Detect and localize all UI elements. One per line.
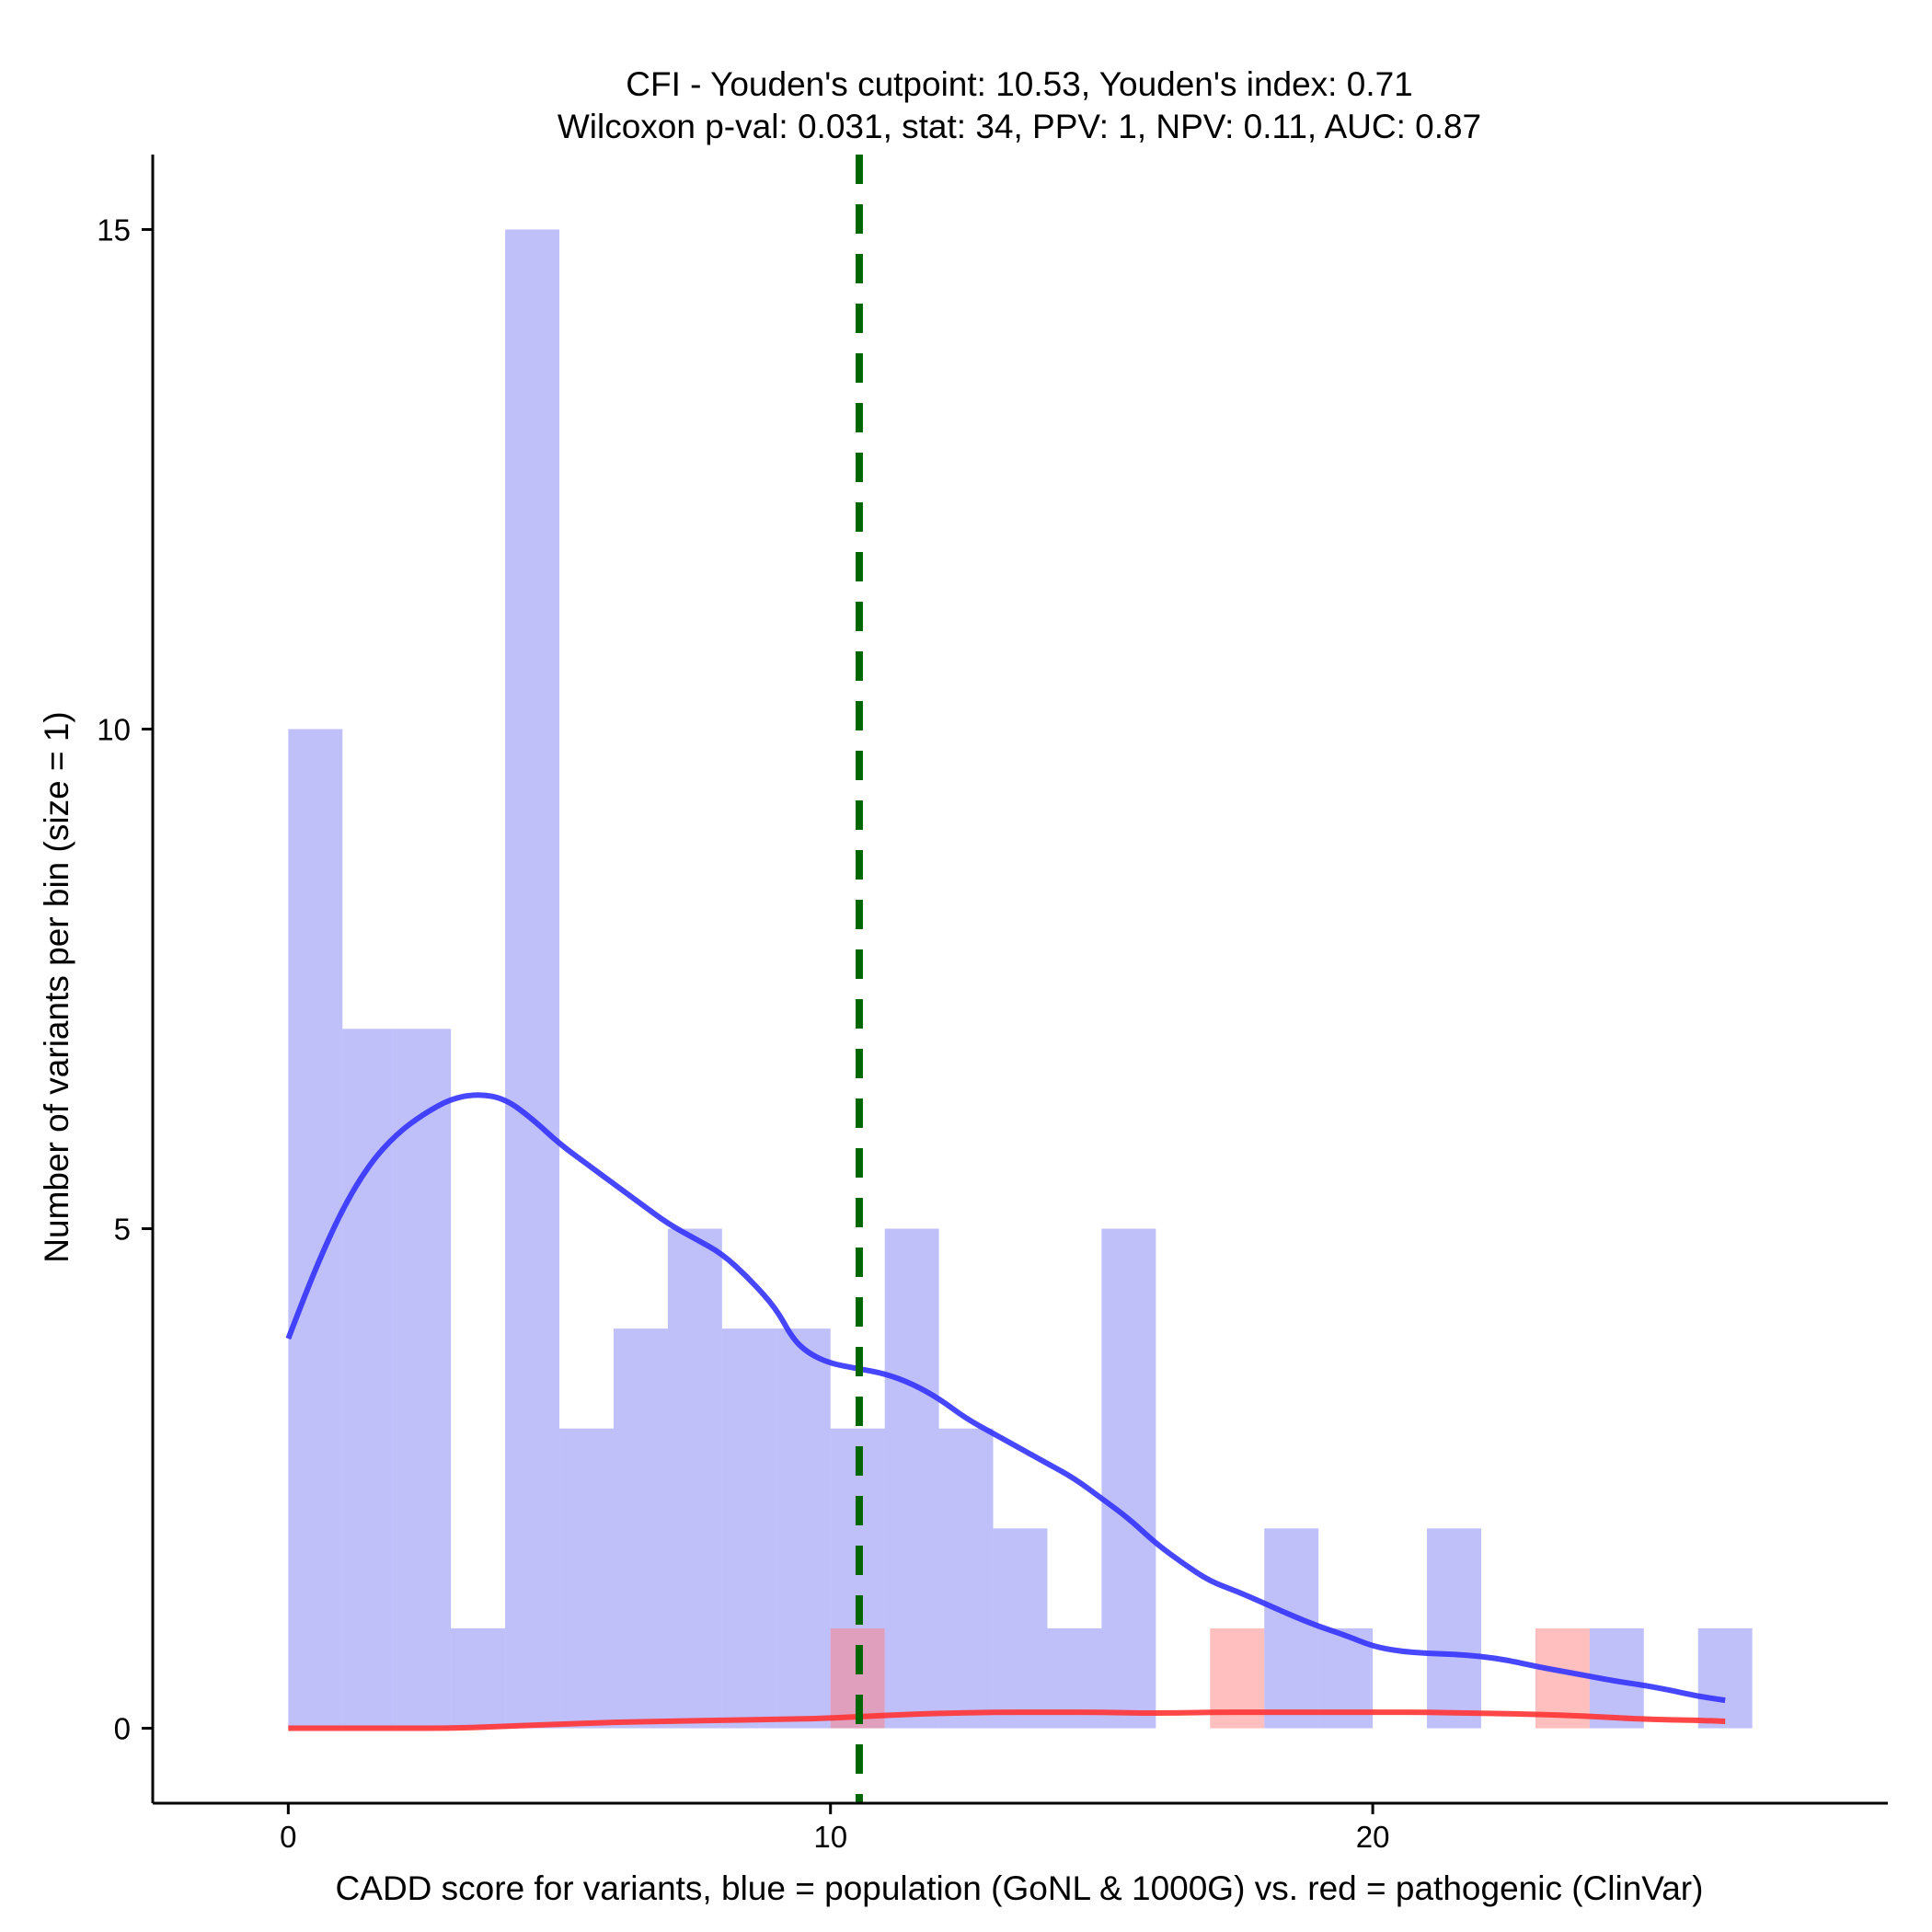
y-axis-label: Number of variants per bin (size = 1) (38, 711, 75, 1262)
x-tick-label: 10 (813, 1820, 847, 1854)
plot-area (285, 155, 1753, 1803)
population-bar (1697, 1627, 1753, 1729)
x-axis-ticks: 0 10 20 (280, 1803, 1389, 1854)
population-density-line (285, 1092, 1726, 1704)
y-tick-label: 10 (97, 712, 131, 746)
y-tick-label: 5 (114, 1213, 131, 1247)
population-bar (1101, 1228, 1156, 1729)
population-bar (342, 1029, 397, 1729)
population-bar (397, 1029, 452, 1729)
population-bar (1264, 1528, 1319, 1729)
chart-title-line-1: CFI - Youden's cutpoint: 10.53, Youden's… (626, 65, 1413, 103)
pathogenic-bars (830, 1627, 1590, 1729)
population-bar (451, 1627, 506, 1729)
pathogenic-bar (1535, 1627, 1590, 1729)
population-bar (667, 1228, 722, 1729)
population-bar (776, 1328, 831, 1729)
x-tick-label: 20 (1356, 1820, 1390, 1854)
population-bar (613, 1328, 668, 1729)
chart-title-line-2: Wilcoxon p-val: 0.031, stat: 34, PPV: 1,… (558, 108, 1481, 145)
population-bar (721, 1328, 776, 1729)
density-lines (285, 1092, 1726, 1731)
pathogenic-density-line (288, 1709, 1726, 1731)
x-axis-label: CADD score for variants, blue = populati… (336, 1869, 1704, 1907)
y-tick-label: 15 (97, 213, 131, 247)
population-bars (288, 229, 1753, 1729)
population-bar (884, 1228, 939, 1729)
x-tick-label: 0 (280, 1820, 296, 1854)
population-bar (938, 1428, 994, 1729)
population-bar (993, 1528, 1048, 1729)
y-axis-ticks: 0 5 10 15 (97, 213, 153, 1746)
population-bar (505, 229, 560, 1729)
y-tick-label: 0 (114, 1712, 131, 1746)
population-bar (1427, 1528, 1481, 1729)
population-bar (559, 1428, 614, 1729)
